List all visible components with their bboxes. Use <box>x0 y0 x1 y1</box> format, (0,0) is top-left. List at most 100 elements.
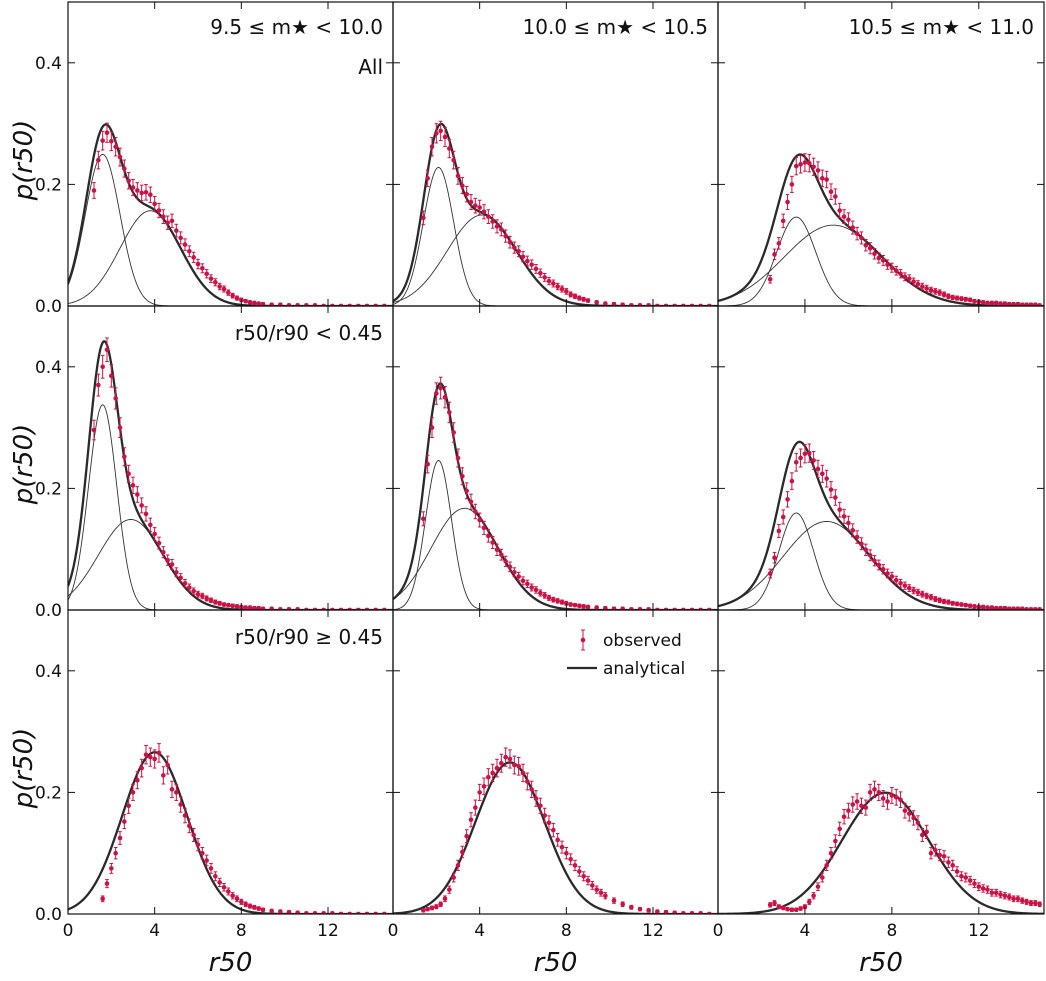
observed-point <box>924 592 929 600</box>
observed-point <box>872 247 877 260</box>
observed-point <box>96 373 101 397</box>
observed-point <box>538 268 543 278</box>
observed-point <box>833 188 838 205</box>
observed-point <box>798 448 803 468</box>
observed-point <box>1024 898 1029 905</box>
observed-point <box>902 581 908 590</box>
observed-point <box>833 834 838 848</box>
observed-point <box>993 300 999 306</box>
observed-point <box>815 459 821 479</box>
observed-point <box>915 588 921 596</box>
observed-point <box>130 476 136 495</box>
plot-area <box>393 747 718 914</box>
observed-point <box>191 827 196 842</box>
observed-point <box>421 908 426 913</box>
observed-point <box>867 549 873 562</box>
legend-label-analytical: analytical <box>603 659 685 679</box>
panel-r2-c0: 0.0 0.2 0.4 p(r50) 0 4 8 12 r50 r50/r90 ≥ 0.45 <box>9 609 394 978</box>
observed-point <box>959 296 964 302</box>
observed-point <box>304 303 309 306</box>
observed-point <box>798 155 803 174</box>
observed-point <box>950 859 956 871</box>
observed-point <box>998 301 1003 306</box>
observed-point <box>460 177 465 195</box>
observed-point <box>442 895 448 903</box>
observed-point <box>785 491 790 508</box>
observed-point <box>525 255 530 267</box>
x-axis-title: r50 <box>209 948 253 978</box>
observed-point <box>655 909 660 914</box>
observed-point <box>460 845 465 859</box>
observed-point <box>828 481 834 499</box>
observed-point <box>967 603 973 609</box>
observed-point <box>256 301 261 306</box>
observed-point <box>295 303 300 306</box>
observed-point <box>542 807 547 824</box>
observed-point <box>876 252 882 264</box>
observed-point <box>689 911 695 914</box>
observed-point <box>516 245 521 258</box>
observed-point <box>863 799 869 816</box>
observed-point <box>837 821 843 837</box>
plot-area <box>68 337 393 610</box>
observed-point <box>850 796 856 813</box>
observed-point <box>200 847 205 860</box>
y-tick-label: 0.4 <box>35 662 62 682</box>
observed-point <box>117 417 123 438</box>
observed-point <box>577 866 582 877</box>
observed-point <box>846 802 851 819</box>
observed-point <box>486 209 491 225</box>
y-tick-label: 0.4 <box>35 358 62 378</box>
observed-point <box>490 763 495 783</box>
observed-point <box>972 879 977 889</box>
observed-point <box>247 605 253 610</box>
observed-point <box>885 568 890 579</box>
observed-point <box>911 810 916 826</box>
observed-point <box>646 303 651 306</box>
observed-point <box>989 605 995 610</box>
analytical-curve <box>718 440 1044 610</box>
observed-point <box>611 897 617 904</box>
observed-point <box>937 597 942 604</box>
observed-point <box>447 885 452 894</box>
observed-point <box>503 747 508 767</box>
observed-point <box>91 419 97 441</box>
observed-point <box>594 885 599 894</box>
observed-point <box>893 575 899 585</box>
observed-point <box>967 875 973 886</box>
observed-point <box>585 875 591 886</box>
plot-area <box>393 376 718 610</box>
observed-point <box>542 592 547 599</box>
observed-point <box>499 548 504 561</box>
panel-frame <box>67 305 394 611</box>
observed-point <box>1024 607 1029 610</box>
observed-point <box>200 263 205 274</box>
observed-point <box>312 911 318 914</box>
observed-point <box>174 783 179 801</box>
observed-point <box>187 583 192 592</box>
observed-point <box>876 783 882 801</box>
observed-point <box>972 298 977 304</box>
observed-point <box>204 269 209 279</box>
observed-point <box>564 288 569 295</box>
observed-point <box>946 293 951 300</box>
observed-point <box>598 888 604 897</box>
x-tick-label: 12 <box>642 921 664 941</box>
y-tick-label: 0.0 <box>35 601 62 621</box>
observed-point <box>789 472 795 490</box>
observed-point <box>1028 900 1034 906</box>
observed-point <box>494 758 500 778</box>
x-axis-title: r50 <box>534 948 578 978</box>
observed-point <box>538 589 543 597</box>
x-tick-label: 4 <box>474 921 485 941</box>
y-tick-label: 0.2 <box>35 175 62 195</box>
observed-point <box>933 288 938 295</box>
observed-point <box>1002 892 1008 900</box>
observed-point <box>429 417 435 438</box>
observed-point <box>972 604 977 609</box>
observed-point <box>161 209 166 225</box>
observed-point <box>806 443 812 463</box>
observed-point <box>243 298 248 304</box>
observed-point <box>967 297 973 303</box>
observed-point <box>139 497 144 514</box>
